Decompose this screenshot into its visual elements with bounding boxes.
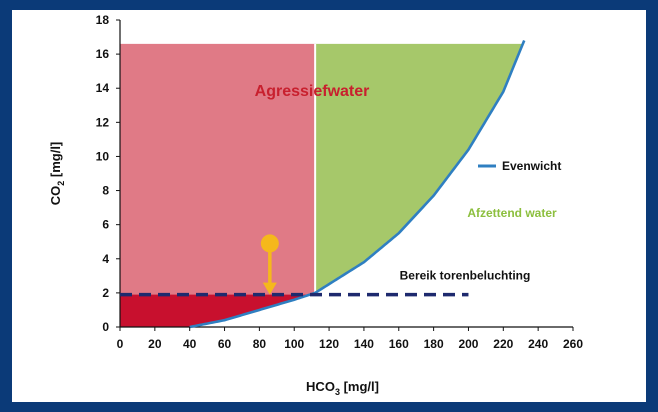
y-tick-label: 16 [96, 47, 110, 61]
x-tick-label: 20 [148, 337, 162, 351]
y-tick-label: 2 [102, 286, 109, 300]
x-tick-label: 260 [563, 337, 583, 351]
x-tick-label: 240 [528, 337, 548, 351]
x-tick-label: 0 [117, 337, 124, 351]
y-tick-label: 10 [96, 149, 110, 163]
y-axis-title: CO2 [mg/l] [48, 142, 66, 206]
y-tick-label: 4 [102, 252, 109, 266]
x-tick-label: 40 [183, 337, 197, 351]
precipitating-water-label: Afzettend water [467, 206, 557, 220]
legend-label: Evenwicht [502, 159, 561, 173]
y-tick-label: 14 [96, 81, 110, 95]
x-tick-label: 200 [458, 337, 478, 351]
x-axis-title: HCO3 [mg/l] [306, 379, 379, 397]
x-tick-label: 220 [493, 337, 513, 351]
y-tick-label: 0 [102, 320, 109, 334]
y-tick-label: 6 [102, 218, 109, 232]
x-tick-label: 180 [424, 337, 444, 351]
tower-aeration-label: Bereik torenbeluchting [400, 269, 531, 283]
x-tick-label: 120 [319, 337, 339, 351]
legend: Evenwicht [478, 159, 561, 173]
co2-hco3-chart: Bereik torenbeluchting Agressiefwater Afze… [48, 13, 583, 397]
y-tick-label: 18 [96, 13, 110, 27]
x-tick-label: 100 [284, 337, 304, 351]
x-tick-label: 160 [389, 337, 409, 351]
aggressive-water-region [120, 43, 316, 327]
aggressive-water-label: Agressiefwater [255, 83, 370, 100]
x-tick-label: 140 [354, 337, 374, 351]
x-tick-label: 80 [253, 337, 267, 351]
precipitating-water-region [315, 40, 525, 293]
x-tick-label: 60 [218, 337, 232, 351]
y-tick-label: 8 [102, 184, 109, 198]
y-tick-label: 12 [96, 115, 110, 129]
equilibrium-curve [189, 39, 526, 329]
chart-panel: Bereik torenbeluchting Agressiefwater Afze… [12, 10, 646, 402]
low-aggressive-region [120, 294, 310, 327]
arrow-head [262, 282, 277, 295]
